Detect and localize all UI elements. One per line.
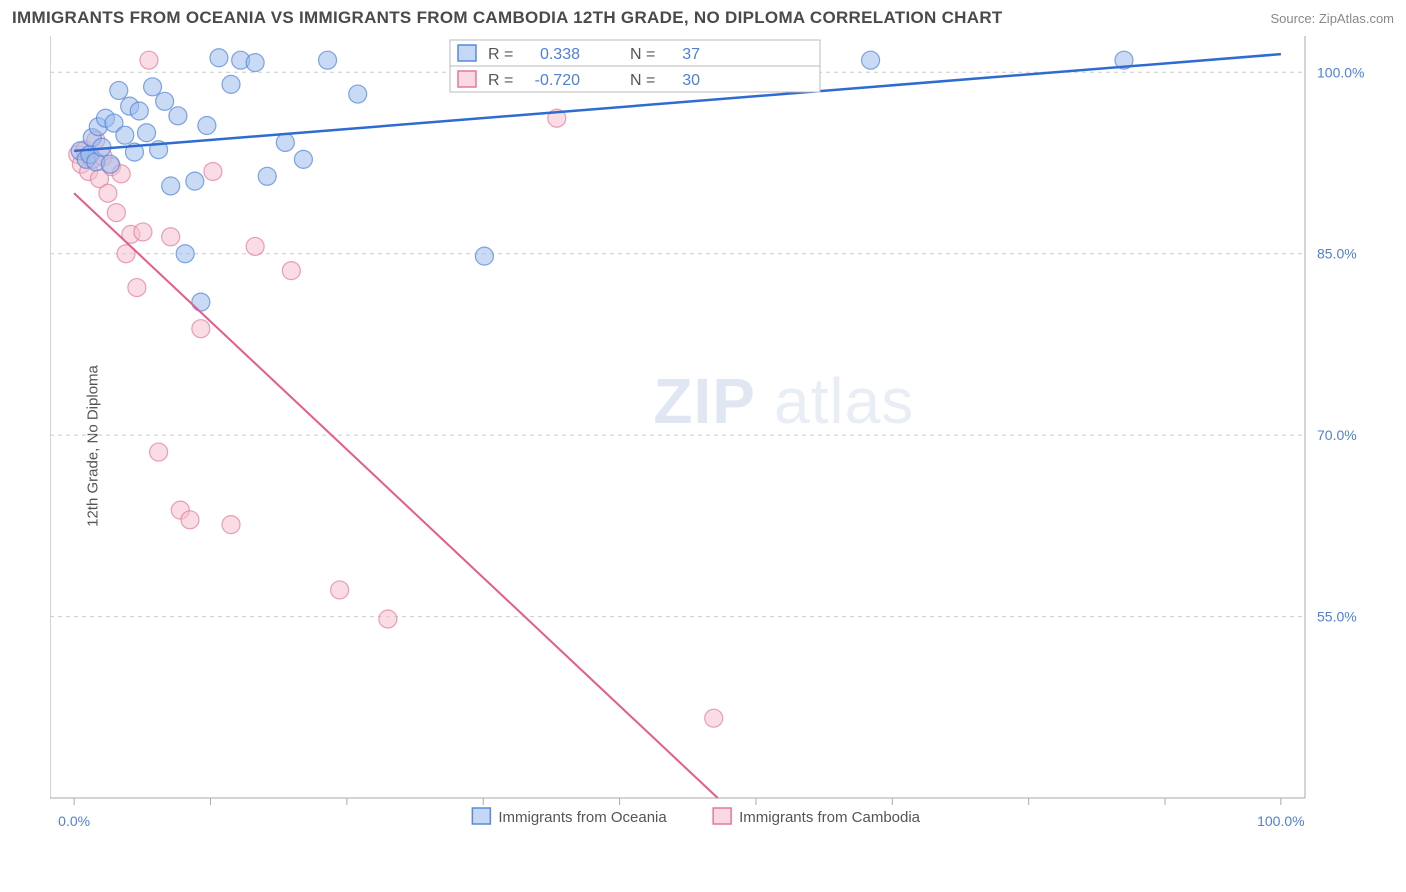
chart-area: 55.0% 70.0% 85.0% 100.0% 0.0% 100.0% ZIPatlas R… — [50, 36, 1390, 826]
svg-text:R =: R = — [488, 46, 513, 63]
chart-source: Source: ZipAtlas.com — [1270, 11, 1394, 26]
svg-text:55.0%: 55.0% — [1317, 609, 1357, 625]
svg-text:ZIP: ZIP — [653, 365, 756, 437]
svg-text:R =: R = — [488, 72, 513, 89]
svg-text:Immigrants from Oceania: Immigrants from Oceania — [498, 809, 667, 826]
svg-text:100.0%: 100.0% — [1317, 64, 1364, 80]
svg-text:atlas: atlas — [774, 365, 914, 437]
svg-text:N =: N = — [630, 46, 655, 63]
svg-text:70.0%: 70.0% — [1317, 427, 1357, 443]
svg-text:0.338: 0.338 — [540, 46, 580, 63]
svg-text:Immigrants from Cambodia: Immigrants from Cambodia — [739, 809, 921, 826]
scatter-chart: 55.0% 70.0% 85.0% 100.0% 0.0% 100.0% ZIPatlas R… — [50, 36, 1390, 866]
svg-text:N =: N = — [630, 72, 655, 89]
svg-text:-0.720: -0.720 — [535, 72, 580, 89]
svg-text:30: 30 — [682, 72, 700, 89]
svg-text:37: 37 — [682, 46, 700, 63]
chart-header: IMMIGRANTS FROM OCEANIA VS IMMIGRANTS FR… — [0, 0, 1406, 32]
svg-text:0.0%: 0.0% — [58, 813, 90, 829]
svg-text:100.0%: 100.0% — [1257, 813, 1304, 829]
svg-text:85.0%: 85.0% — [1317, 246, 1357, 262]
chart-title: IMMIGRANTS FROM OCEANIA VS IMMIGRANTS FR… — [12, 8, 1003, 28]
